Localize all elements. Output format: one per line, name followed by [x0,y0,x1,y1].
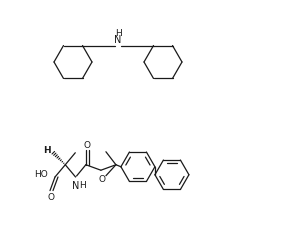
Text: N: N [114,34,122,44]
Text: N: N [72,180,79,190]
Text: O: O [83,140,90,149]
Text: O: O [98,174,105,183]
Text: O: O [47,192,55,201]
Text: H: H [43,146,51,155]
Text: H: H [115,28,121,37]
Text: H: H [79,181,86,190]
Text: HO: HO [34,170,48,179]
